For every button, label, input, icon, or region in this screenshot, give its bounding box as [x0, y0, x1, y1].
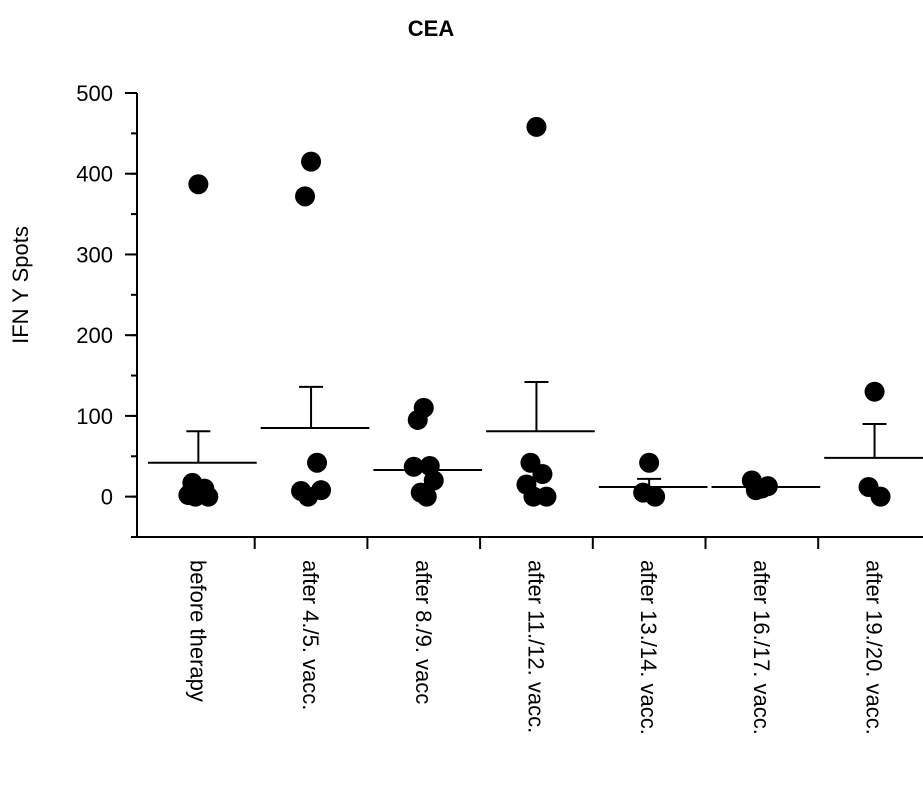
dot: [298, 486, 319, 507]
y-tick-label: 100: [76, 404, 113, 429]
dot: [403, 456, 424, 477]
x-tick-label: after 19./20. vacc.: [862, 560, 887, 735]
dot: [423, 470, 444, 491]
dot: [526, 116, 547, 137]
x-tick-label: after 8./9. vacc: [411, 560, 436, 704]
dot: [416, 486, 437, 507]
dot: [741, 470, 762, 491]
dot: [185, 486, 206, 507]
y-axis-label: IFN Y Spots: [8, 226, 33, 344]
dot: [407, 409, 428, 430]
x-tick-label: after 13./14. vacc.: [636, 560, 661, 735]
dot: [307, 452, 328, 473]
dot: [295, 186, 316, 207]
y-tick-label: 400: [76, 162, 113, 187]
dot: [645, 486, 666, 507]
x-tick-label: after 16./17. vacc.: [749, 560, 774, 735]
dot: [523, 486, 544, 507]
y-tick-label: 500: [76, 81, 113, 106]
dot: [188, 174, 209, 195]
y-tick-label: 0: [101, 485, 113, 510]
dot: [639, 452, 660, 473]
y-tick-label: 200: [76, 323, 113, 348]
y-tick-label: 300: [76, 242, 113, 267]
dot: [301, 151, 322, 172]
dot: [870, 486, 891, 507]
x-tick-label: after 4./5. vacc.: [298, 560, 323, 710]
dot: [864, 381, 885, 402]
x-tick-label: after 11./12. vacc.: [523, 560, 548, 733]
dot: [532, 464, 553, 485]
chart-title: CEA: [408, 16, 455, 41]
x-tick-label: before therapy: [185, 560, 210, 702]
